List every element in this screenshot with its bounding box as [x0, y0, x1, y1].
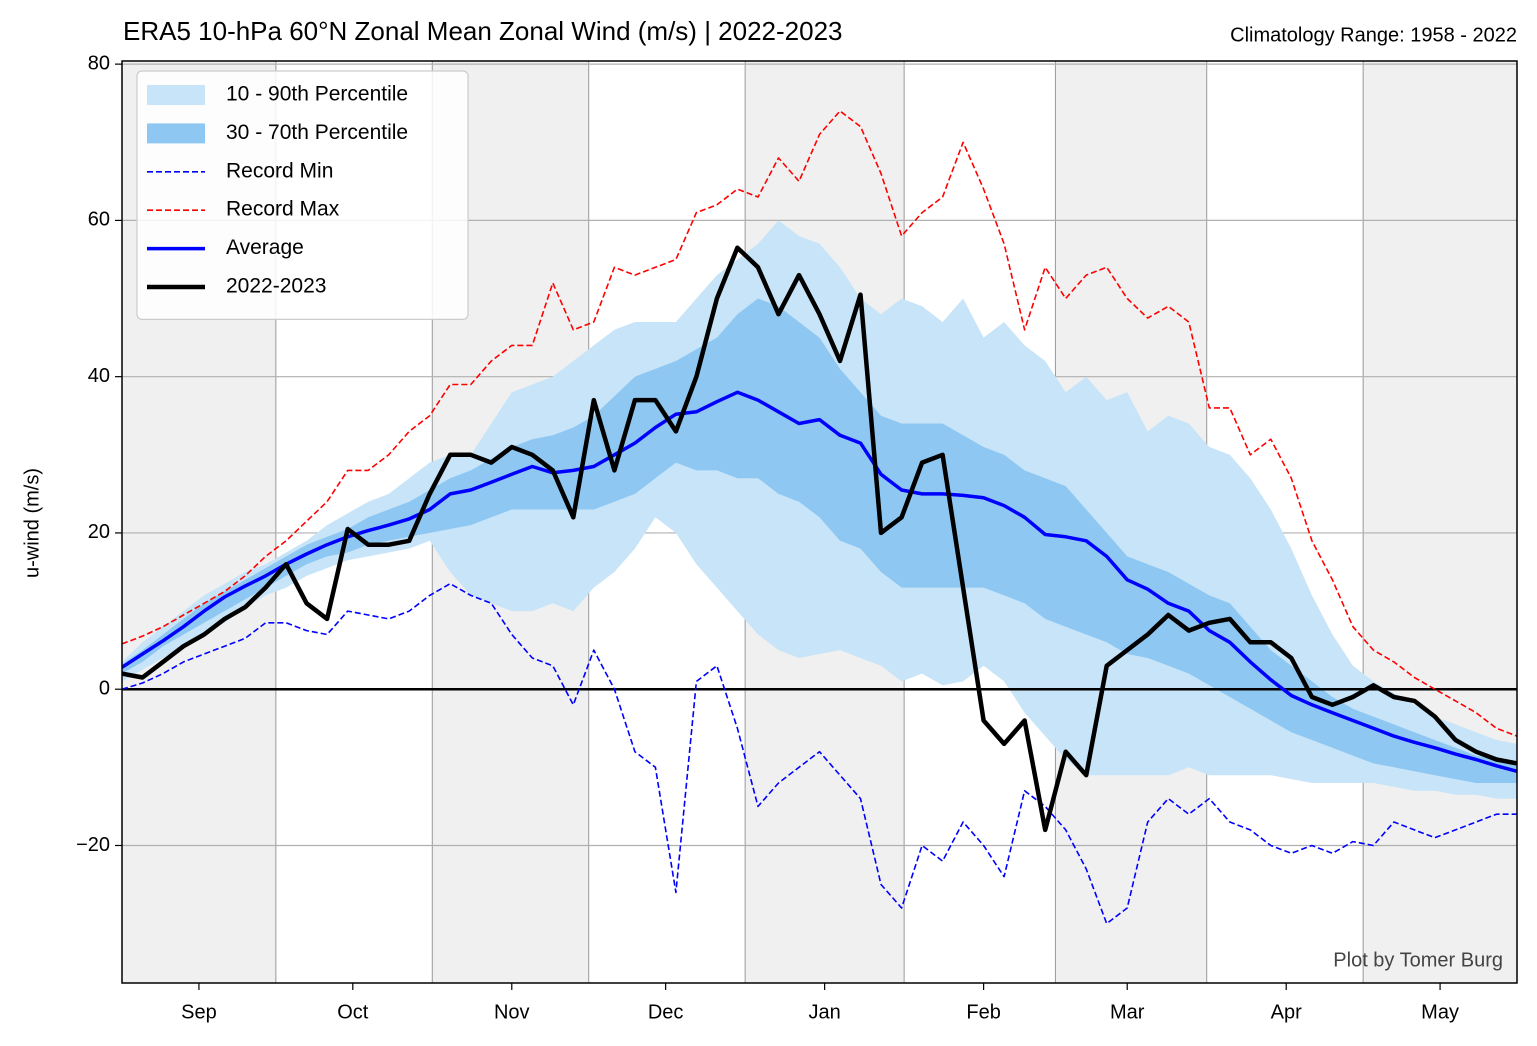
x-tick-label: May [1421, 1001, 1459, 1023]
x-tick-label: Oct [337, 1001, 369, 1023]
series-line [122, 110, 1517, 737]
axes-frame [121, 60, 1518, 984]
y-tick-label: 0 [99, 677, 110, 699]
x-tick-label: Nov [494, 1001, 530, 1023]
legend-box [136, 70, 469, 320]
annotation: Plot by Tomer Burg [1333, 949, 1503, 971]
month-shade [1363, 61, 1517, 983]
series-line [122, 245, 1517, 833]
x-tick-label: Jan [809, 1001, 841, 1023]
y-tick-label: −20 [76, 834, 110, 856]
legend-swatch [147, 85, 205, 105]
y-axis-label: u-wind (m/s) [21, 468, 43, 578]
legend-label: 10 - 90th Percentile [226, 83, 408, 106]
x-tick-label: Feb [966, 1001, 1000, 1023]
legend-label: 30 - 70th Percentile [226, 121, 408, 144]
legend-label: 2022-2023 [226, 275, 326, 298]
legend-swatch [147, 123, 205, 144]
chart-title: ERA5 10-hPa 60°N Zonal Mean Zonal Wind (… [123, 16, 843, 46]
x-tick-label: Sep [181, 1001, 217, 1023]
series-line [122, 582, 1517, 925]
x-tick-label: Dec [648, 1001, 684, 1023]
x-tick-label: Mar [1110, 1001, 1145, 1023]
percentile-band [122, 298, 1517, 783]
chart-subtitle: Climatology Range: 1958 - 2022 [1230, 24, 1517, 46]
legend-label: Record Min [226, 159, 333, 182]
y-tick-label: 80 [88, 52, 110, 74]
legend-label: Record Max [226, 198, 340, 221]
x-tick-label: Apr [1271, 1001, 1302, 1023]
legend-label: Average [226, 236, 304, 259]
y-tick-label: 40 [88, 365, 110, 387]
y-tick-label: 20 [88, 521, 110, 543]
y-tick-label: 60 [88, 209, 110, 231]
legend: 10 - 90th Percentile 30 - 70th Percentile… [136, 70, 469, 320]
